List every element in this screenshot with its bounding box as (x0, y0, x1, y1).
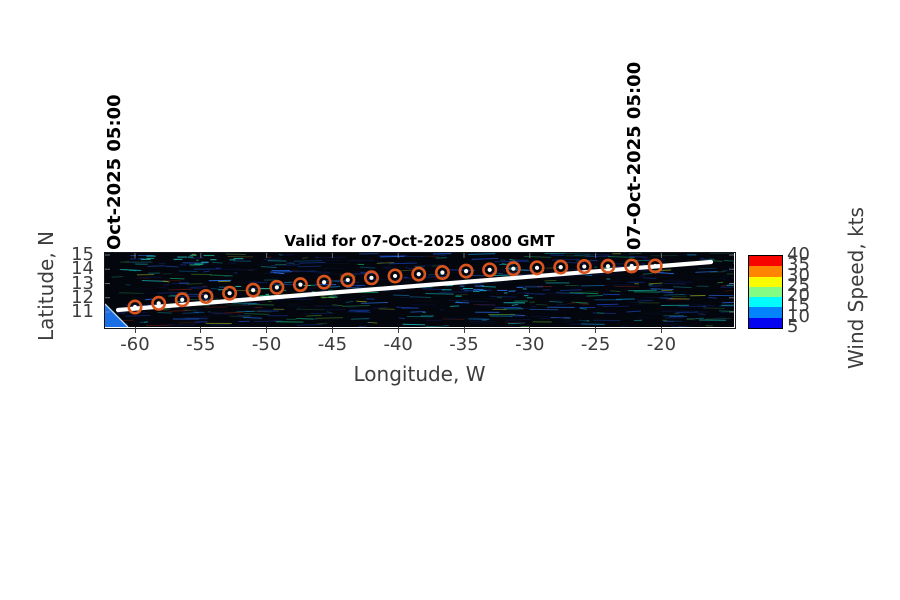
x-tick-mark (134, 327, 136, 333)
colorbar-tick-label: 40 (787, 244, 810, 265)
x-tick-label: -35 (449, 334, 479, 355)
x-tick-mark (595, 327, 597, 333)
colorbar (748, 255, 783, 329)
x-axis-label: Longitude, W (353, 362, 486, 386)
x-tick-mark (266, 327, 268, 333)
x-tick-mark (331, 327, 333, 333)
x-tick-mark (463, 327, 465, 333)
x-tick-label: -55 (186, 334, 216, 355)
y-tick-label: 12 (71, 286, 94, 308)
y-tick-label: 15 (71, 244, 94, 265)
colorbar-band (749, 297, 782, 308)
colorbar-band (749, 266, 782, 277)
track-end-time-label: 07-Oct-2025 05:00 (624, 61, 645, 250)
colorbar-tick-label: 35 (787, 254, 810, 276)
x-tick-label: -50 (251, 334, 282, 355)
x-tick-mark (200, 327, 202, 333)
colorbar-tick-label: 30 (787, 264, 810, 286)
track-start-time-label: Oct-2025 05:00 (104, 94, 125, 250)
x-tick-mark (529, 327, 531, 333)
x-tick-label: -45 (317, 334, 348, 355)
colorbar-band (749, 317, 782, 328)
colorbar-band (749, 256, 782, 267)
x-tick-label: -25 (580, 334, 611, 355)
y-tick-label: 14 (71, 258, 94, 280)
x-tick-label: -40 (383, 334, 413, 355)
colorbar-tick-label: 10 (787, 305, 810, 327)
map-image (105, 253, 734, 327)
x-tick-label: -60 (120, 334, 150, 355)
colorbar-tick-label: 15 (787, 295, 810, 317)
chart-title: Valid for 07-Oct-2025 0800 GMT (284, 232, 555, 250)
x-tick-mark (660, 327, 662, 333)
x-tick-mark (397, 327, 399, 333)
x-tick-label: -20 (646, 334, 677, 355)
colorbar-label: Wind Speed, kts (844, 207, 868, 369)
y-tick-label: 13 (71, 272, 94, 294)
plot-area (104, 252, 736, 329)
colorbar-band (749, 307, 782, 318)
colorbar-band (749, 286, 782, 298)
x-tick-label: -30 (515, 334, 545, 355)
colorbar-tick-label: 5 (787, 316, 799, 337)
colorbar-tick-label: 20 (787, 285, 810, 307)
y-tick-label: 11 (71, 301, 94, 322)
colorbar-band (749, 276, 782, 287)
y-axis-label: Latitude, N (34, 231, 58, 341)
colorbar-tick-label: 25 (787, 274, 810, 296)
